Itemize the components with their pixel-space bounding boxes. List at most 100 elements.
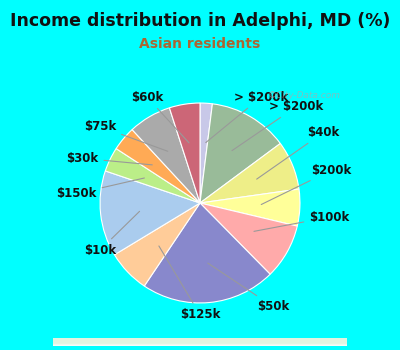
Text: Asian residents: Asian residents: [139, 37, 261, 51]
Wedge shape: [170, 103, 200, 203]
Bar: [18, 340, 382, 343]
Bar: [18, 339, 382, 342]
Bar: [18, 341, 382, 343]
Bar: [18, 340, 382, 343]
Bar: [18, 341, 382, 344]
Bar: [18, 340, 382, 343]
Bar: [18, 341, 382, 343]
Bar: [18, 338, 382, 341]
Wedge shape: [200, 203, 297, 274]
Text: $60k: $60k: [131, 91, 189, 143]
Bar: [18, 341, 382, 344]
Wedge shape: [116, 130, 200, 203]
Bar: [18, 338, 382, 341]
Bar: [18, 340, 382, 343]
Bar: [18, 340, 382, 343]
Bar: [18, 339, 382, 342]
Text: $200k: $200k: [261, 163, 352, 204]
Bar: [18, 341, 382, 344]
Bar: [18, 341, 382, 343]
Bar: [18, 339, 382, 342]
Wedge shape: [144, 203, 270, 303]
Bar: [18, 341, 382, 344]
Bar: [18, 341, 382, 343]
Text: $40k: $40k: [257, 126, 340, 179]
Bar: [18, 338, 382, 342]
Bar: [18, 341, 382, 343]
Bar: [18, 341, 382, 344]
Text: Income distribution in Adelphi, MD (%): Income distribution in Adelphi, MD (%): [10, 12, 390, 30]
Bar: [18, 339, 382, 342]
Bar: [18, 341, 382, 344]
Bar: [18, 340, 382, 342]
Bar: [18, 340, 382, 342]
Bar: [18, 340, 382, 342]
Bar: [18, 340, 382, 342]
Bar: [18, 340, 382, 343]
Bar: [18, 340, 382, 343]
Bar: [18, 340, 382, 342]
Bar: [18, 340, 382, 342]
Bar: [18, 340, 382, 343]
Wedge shape: [200, 103, 212, 203]
Bar: [18, 340, 382, 343]
Bar: [18, 341, 382, 344]
Bar: [18, 340, 382, 342]
Bar: [18, 341, 382, 343]
Bar: [18, 341, 382, 344]
Bar: [18, 339, 382, 342]
Bar: [18, 339, 382, 342]
Text: $50k: $50k: [208, 263, 289, 313]
Wedge shape: [132, 108, 200, 203]
Wedge shape: [100, 171, 200, 255]
Bar: [18, 340, 382, 343]
Wedge shape: [200, 104, 280, 203]
Bar: [18, 341, 382, 344]
Bar: [18, 339, 382, 342]
Wedge shape: [105, 149, 200, 203]
Bar: [18, 341, 382, 344]
Text: $100k: $100k: [254, 211, 350, 231]
Bar: [18, 340, 382, 342]
Bar: [18, 339, 382, 342]
Text: $75k: $75k: [84, 120, 168, 151]
Bar: [18, 341, 382, 344]
Bar: [18, 340, 382, 343]
Bar: [18, 340, 382, 343]
Bar: [18, 339, 382, 342]
Text: $125k: $125k: [159, 246, 220, 321]
Text: > $200k: > $200k: [206, 91, 288, 142]
Bar: [18, 340, 382, 343]
Bar: [18, 341, 382, 343]
Bar: [18, 339, 382, 342]
Text: $10k: $10k: [84, 211, 140, 257]
Bar: [18, 340, 382, 342]
Bar: [18, 341, 382, 344]
Bar: [18, 339, 382, 342]
Wedge shape: [114, 203, 200, 286]
Bar: [18, 340, 382, 343]
Bar: [18, 340, 382, 343]
Text: $30k: $30k: [66, 152, 152, 165]
Bar: [18, 339, 382, 342]
Bar: [18, 339, 382, 342]
Bar: [18, 339, 382, 342]
Bar: [18, 340, 382, 343]
Bar: [18, 341, 382, 344]
Bar: [18, 340, 382, 343]
Bar: [18, 340, 382, 343]
Bar: [18, 339, 382, 342]
Bar: [18, 339, 382, 342]
Bar: [18, 339, 382, 342]
Bar: [18, 339, 382, 342]
Bar: [18, 341, 382, 343]
Bar: [18, 341, 382, 344]
Bar: [18, 341, 382, 344]
Bar: [18, 338, 382, 341]
Bar: [18, 340, 382, 343]
Bar: [18, 339, 382, 342]
Bar: [18, 341, 382, 343]
Bar: [18, 340, 382, 342]
Bar: [18, 338, 382, 341]
Bar: [18, 340, 382, 342]
